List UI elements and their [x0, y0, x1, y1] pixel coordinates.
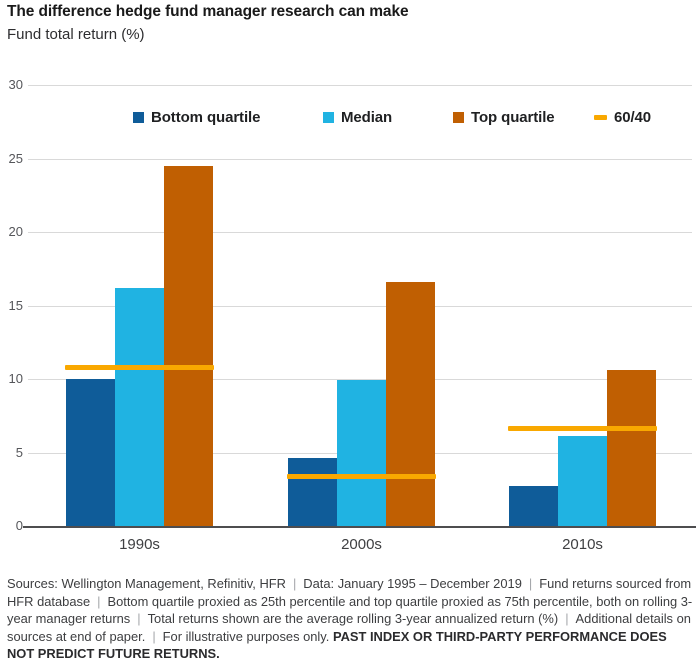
chart-title: The difference hedge fund manager resear…	[7, 3, 409, 20]
y-tick-label: 25	[8, 150, 23, 166]
footnote-segment: Additional details on sources at end of …	[7, 611, 691, 644]
x-axis-line	[23, 526, 696, 528]
bar-median-1990s	[115, 288, 164, 526]
y-tick-label: 0	[15, 518, 23, 533]
bar-top-quartile-2010s	[607, 370, 656, 526]
overlay-60-40-line-2010s	[508, 426, 657, 431]
x-axis-label-2010s: 2010s	[562, 536, 603, 553]
footnote-separator: |	[528, 576, 533, 591]
legend-item-top-quartile: Top quartile	[453, 108, 555, 126]
legend-label-bottom-quartile: Bottom quartile	[151, 108, 261, 126]
y-tick-label: 15	[8, 297, 23, 313]
footnote-segment: Fund returns sourced from HFR database	[7, 576, 692, 609]
footnote-separator: |	[137, 611, 141, 626]
bar-median-2010s	[558, 436, 607, 526]
legend-item-median: Median	[323, 108, 393, 126]
x-axis-label-1990s: 1990s	[119, 536, 160, 553]
footnote-segment: Sources: Wellington Management, Refiniti…	[7, 576, 286, 591]
source-footnote: Sources: Wellington Management, Refiniti…	[7, 575, 695, 662]
gridline-30	[28, 85, 692, 86]
y-tick-label: 5	[15, 444, 23, 460]
legend-label-60-40: 60/40	[614, 108, 652, 126]
bar-median-2000s	[337, 380, 386, 526]
footnote-segment: Bottom quartile proxied as 25th percenti…	[7, 593, 693, 627]
y-tick-label: 30	[8, 77, 23, 92]
chart-subtitle: Fund total return (%)	[7, 26, 145, 43]
legend-swatch-top-quartile-icon	[453, 111, 464, 123]
bar-top-quartile-1990s	[164, 166, 213, 526]
bar-bottom-quartile-2010s	[509, 486, 558, 526]
legend-swatch-60-40-icon	[594, 114, 607, 120]
bar-bottom-quartile-2000s	[288, 458, 337, 526]
footnote-separator: |	[292, 576, 297, 591]
gridline-25	[28, 158, 692, 160]
chart-plot-area: 0 5 10 15 20 25 30 1990s 2000s 2010s	[8, 77, 696, 553]
bar-bottom-quartile-1990s	[66, 379, 115, 526]
footnote-separator: |	[97, 593, 101, 609]
gridline-15	[28, 305, 692, 307]
overlay-60-40-line-2000s	[287, 474, 436, 479]
overlay-60-40-line-1990s	[65, 365, 214, 370]
footnote-segment: PAST INDEX OR THIRD-PARTY PERFORMANCE DO…	[7, 628, 667, 662]
footnote-separator: |	[565, 611, 569, 626]
gridline-20	[28, 232, 692, 233]
footnote-segment: Data: January 1995 – December 2019	[303, 576, 522, 591]
footnote-separator: |	[152, 628, 156, 644]
footnote-segment: Total returns shown are the average roll…	[147, 611, 559, 626]
legend-label-median: Median	[341, 108, 393, 126]
gridline-10	[28, 379, 692, 380]
legend-item-60-40: 60/40	[594, 108, 652, 126]
y-tick-label: 10	[8, 371, 23, 386]
legend-label-top-quartile: Top quartile	[471, 108, 555, 126]
bar-top-quartile-2000s	[386, 282, 435, 526]
x-axis-label-2000s: 2000s	[341, 536, 382, 553]
legend-swatch-bottom-quartile-icon	[133, 111, 144, 123]
legend-swatch-median-icon	[323, 111, 334, 123]
legend-item-bottom-quartile: Bottom quartile	[133, 108, 261, 126]
y-tick-label: 20	[8, 224, 23, 239]
footnote-segment: For illustrative purposes only.	[162, 628, 333, 644]
